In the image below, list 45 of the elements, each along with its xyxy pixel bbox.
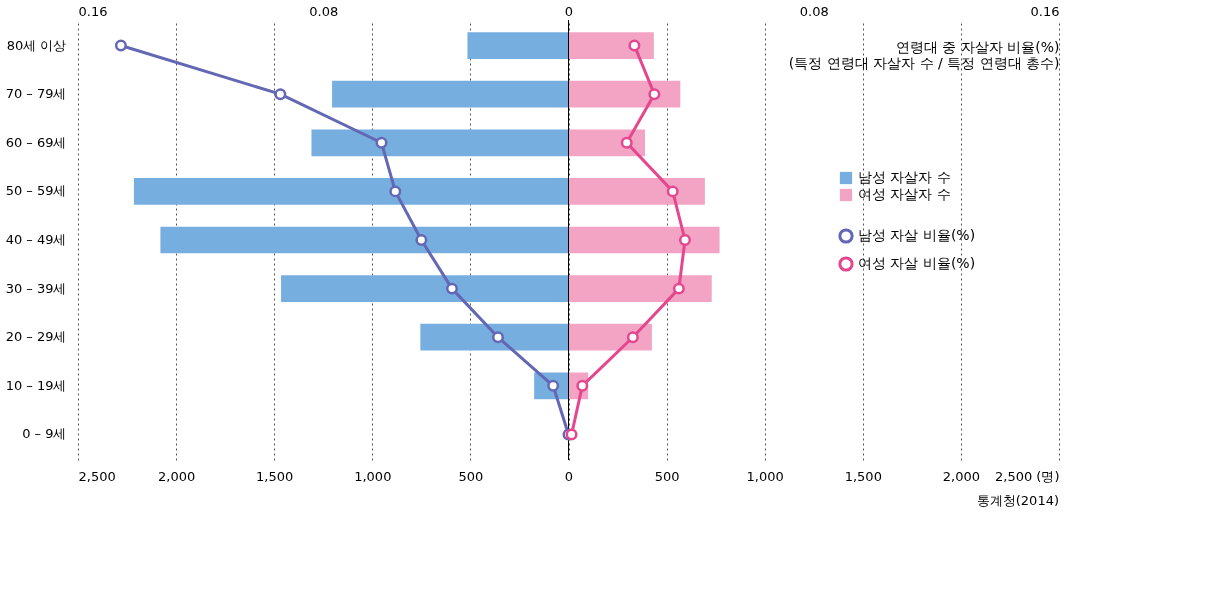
x-tick-label: 1,000 [746, 468, 784, 484]
x-tick-label: 2,500 (명) [995, 468, 1060, 484]
x-tick-label: 500 [458, 468, 484, 484]
bar [160, 226, 569, 254]
y-tick-label: 60 – 69세 [5, 134, 67, 150]
x-tick-label: 0 [564, 468, 574, 484]
y-tick-label: 80세 이상 [6, 37, 67, 53]
legend-label: 남성 자살 비율(%) [858, 227, 976, 243]
x2-axis-title: 연령대 중 자살자 비율(%) (특정 연령대 자살자 수 / 특정 연령대 총수) [788, 38, 1060, 71]
x-tick-label: 2,500 [78, 468, 116, 484]
bar [133, 178, 569, 205]
bar [568, 323, 652, 351]
y-tick-label: 20 – 29세 [5, 329, 67, 345]
x-tick-label: 500 [654, 468, 680, 484]
x2-tick-label: 0.16 [78, 3, 108, 19]
x-tick-label: 2,000 [157, 468, 196, 484]
bar [332, 80, 569, 108]
bar [568, 32, 654, 59]
text: 통계청(2014) [976, 493, 1059, 508]
x2-tick-label: 0.16 [1030, 3, 1060, 19]
bar [467, 32, 569, 59]
x-tick-label: 1,500 [844, 468, 882, 484]
legend-label: 남성 자살자 수 [858, 169, 951, 185]
bar [420, 323, 569, 351]
y-tick-label: 10 – 19세 [5, 377, 67, 393]
y-tick-label: 30 – 39세 [5, 280, 67, 296]
legend-label: 여성 자살자 수 [858, 186, 951, 202]
x-tick-label: 2,000 [942, 468, 981, 484]
y-tick-label: 0 – 9세 [22, 426, 67, 442]
bar [568, 80, 681, 108]
x2-tick-label: 0.08 [799, 3, 829, 19]
x2-tick-label: 0.08 [309, 3, 339, 19]
x2-tick-label: 0 [564, 3, 574, 19]
bar [568, 275, 712, 302]
bar [568, 226, 720, 254]
bar [568, 129, 646, 157]
x-tick-label: 1,000 [354, 468, 392, 484]
x-tick-label: 1,500 [256, 468, 294, 484]
y-tick-label: 50 – 59세 [5, 183, 67, 199]
bar [281, 275, 569, 302]
bar [568, 178, 705, 205]
legend-label: 여성 자살 비율(%) [858, 255, 976, 271]
y-tick-label: 40 – 49세 [5, 232, 67, 247]
bar [311, 129, 569, 157]
y-tick-label: 70 – 79세 [5, 86, 67, 102]
